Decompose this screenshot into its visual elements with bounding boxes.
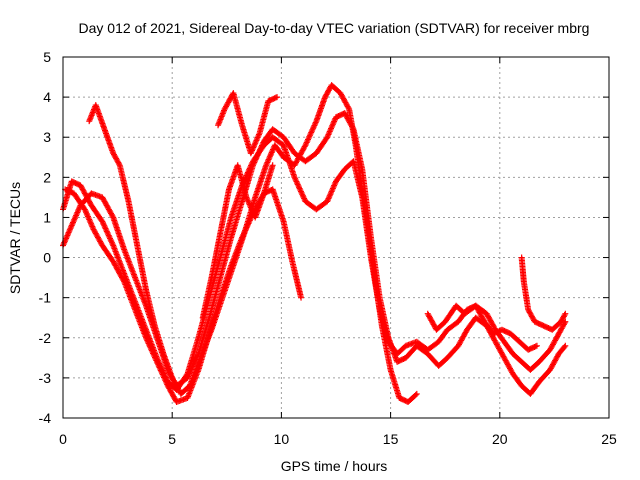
- y-tick-label: 5: [43, 49, 51, 65]
- data-point: [183, 372, 190, 379]
- x-tick-label: 0: [59, 431, 67, 447]
- series-track-7: [518, 254, 569, 333]
- series-track-6: [199, 162, 276, 321]
- y-tick-label: 2: [43, 169, 51, 185]
- y-tick-label: 0: [43, 250, 51, 266]
- series-track-5: [215, 90, 281, 157]
- y-tick-label: -4: [39, 410, 52, 426]
- plot-frame: [62, 56, 610, 419]
- data-point: [269, 162, 276, 169]
- grid-lines: [63, 57, 609, 418]
- y-tick-label: -1: [39, 290, 52, 306]
- data-point: [413, 390, 420, 397]
- y-tick-label: 1: [43, 209, 51, 225]
- x-tick-label: 25: [601, 431, 617, 447]
- y-tick-label: 4: [43, 89, 51, 105]
- data-point: [412, 391, 419, 398]
- y-tick-label: -3: [39, 370, 52, 386]
- data-point: [109, 213, 116, 220]
- series-track-2: [60, 134, 569, 393]
- data-point: [561, 312, 568, 319]
- data-point: [116, 160, 123, 167]
- data-point: [562, 310, 569, 317]
- series-track-4: [86, 82, 420, 405]
- data-points: [60, 82, 569, 405]
- x-tick-label: 20: [492, 431, 508, 447]
- data-point: [298, 294, 305, 301]
- data-point: [345, 104, 352, 111]
- data-point: [562, 342, 569, 349]
- y-axis-label: SDTVAR / TECUs: [7, 182, 23, 294]
- axis-ticks: 0 5 10 15 20 25 -4 -3 -2 -1 0 1 2 3 4 5: [39, 49, 617, 447]
- data-point: [533, 342, 540, 349]
- y-tick-label: 3: [43, 129, 51, 145]
- x-tick-label: 15: [383, 431, 399, 447]
- data-point: [120, 277, 127, 284]
- x-tick-label: 5: [168, 431, 176, 447]
- data-point: [561, 343, 568, 350]
- chart-title: Day 012 of 2021, Sidereal Day-to-day VTE…: [79, 20, 590, 36]
- series-track-8: [424, 302, 540, 353]
- data-point: [274, 94, 281, 101]
- x-axis-label: GPS time / hours: [281, 458, 388, 474]
- x-tick-label: 10: [274, 431, 290, 447]
- data-point: [301, 143, 308, 150]
- y-tick-label: -2: [39, 330, 52, 346]
